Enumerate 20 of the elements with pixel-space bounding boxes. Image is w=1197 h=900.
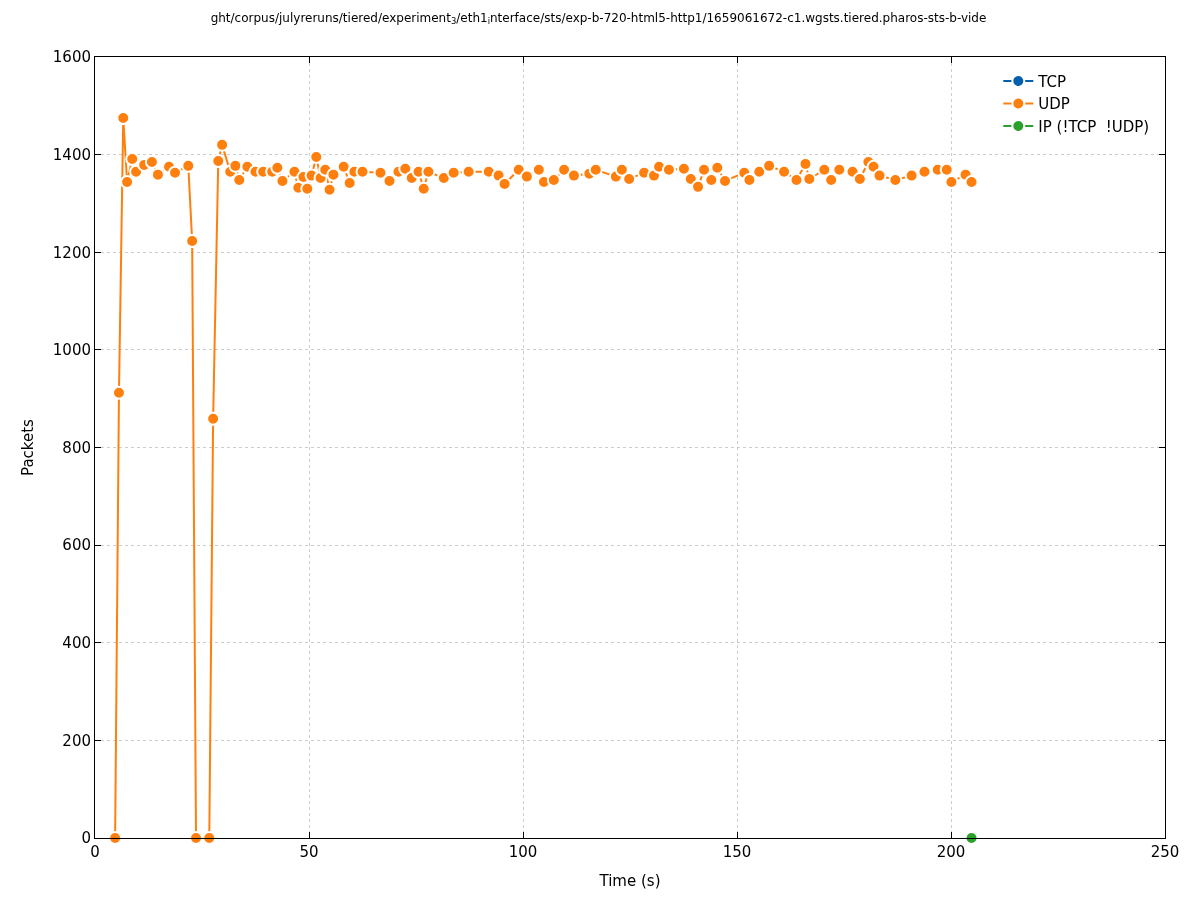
legend-label: UDP [1038,95,1070,114]
y-tick-label: 1200 [52,243,91,262]
y-tick-label: 1000 [52,341,91,360]
y-tick-label: 0 [81,829,91,848]
legend-label: TCP [1037,72,1067,91]
y-tick-label: 200 [62,731,91,750]
x-tick-label: 50 [299,843,319,861]
chart-title: ght/corpus/julyreruns/tiered/experiment$_{3}$/eth1$_{i}$nterface/sts/exp-b-720-html5-http1/1659061672-c1.wgsts.tiered.pharos-sts-b-vide [210,10,987,27]
y-axis-title: Packets [19,418,38,476]
legend-label: IP (!TCP !UDP) [1038,117,1150,136]
x-tick-label: 200 [936,843,966,861]
x-axis-title: Time (s) [598,872,661,890]
x-tick-label: 150 [722,843,752,861]
x-tick-label: 100 [508,843,538,861]
x-tick-label: 250 [1150,843,1180,861]
y-tick-label: 400 [62,634,91,652]
y-tick-label: 1600 [52,48,91,67]
y-tick-label: 1400 [52,145,91,164]
y-tick-label: 800 [62,438,91,457]
y-tick-label: 600 [62,536,91,555]
